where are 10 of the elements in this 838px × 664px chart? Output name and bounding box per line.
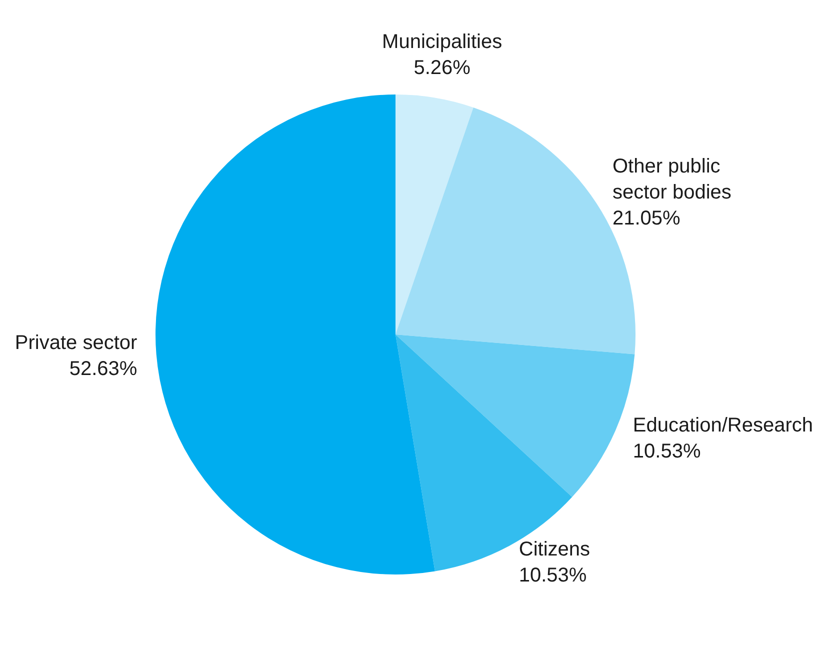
data-label: 10.53% xyxy=(632,440,701,463)
data-label: 52.63% xyxy=(69,358,138,380)
slice-label: Citizens xyxy=(518,538,590,560)
slice-label: Municipalities xyxy=(382,31,502,54)
slice-label: Education/Research xyxy=(632,414,814,437)
slice-label: Private sector xyxy=(14,332,138,354)
slice-label: Other public sector bodies xyxy=(612,156,732,204)
data-label: 10.53% xyxy=(518,564,587,586)
data-label: 21.05% xyxy=(612,208,681,230)
data-label: 5.26% xyxy=(414,57,471,80)
